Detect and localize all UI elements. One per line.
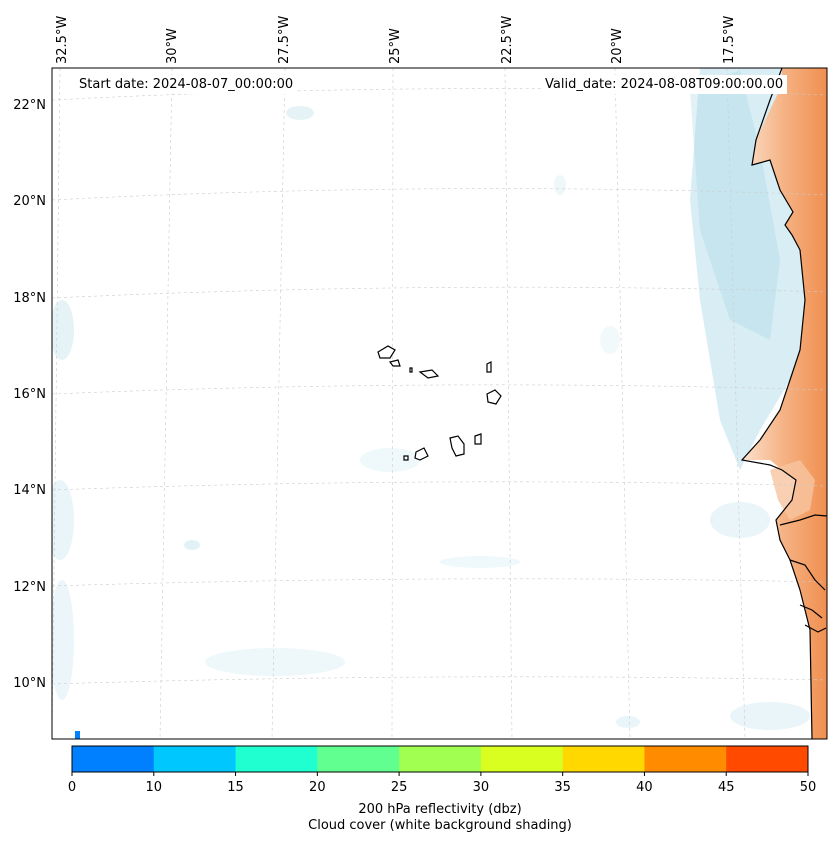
colorbar-tick-label: 40 [636, 780, 653, 795]
colorbar-tick-label: 25 [390, 780, 408, 795]
colorbar-segment [480, 746, 564, 772]
colorbar-frame [71, 745, 809, 773]
lat-label-12n: 12°N [13, 580, 46, 595]
lon-label-32.5w: 32.5°W [55, 15, 70, 64]
colorbar-title: 200 hPa reflectivity (dbz) [358, 802, 522, 817]
colorbar-subtitle: Cloud cover (white background shading) [308, 818, 572, 833]
africa-land-dust [742, 68, 827, 739]
colorbar-tick-label: 30 [472, 780, 490, 795]
colorbar-tick-label: 50 [799, 780, 817, 795]
colorbar-tick-label: 45 [717, 780, 735, 795]
coastline [740, 68, 827, 739]
colorbar-tick-label: 20 [309, 780, 326, 795]
map-frame [51, 67, 828, 740]
lon-label-27.5w: 27.5°W [277, 15, 292, 64]
colorbar-tick-label: 10 [145, 780, 163, 795]
graticule [52, 68, 827, 739]
colorbar-segment [72, 746, 155, 772]
cape-verde-islands [377, 345, 502, 461]
colorbar [71, 745, 809, 776]
lon-label-22.5w: 22.5°W [500, 15, 515, 64]
colorbar-segment [644, 746, 727, 772]
colorbar-segment [399, 746, 482, 772]
lat-label-16n: 16°N [13, 387, 46, 402]
colorbar-segment [317, 746, 400, 772]
colorbar-tick-label: 35 [554, 780, 571, 795]
start-date-label: Start date: 2024-08-07_00:00:00 [75, 75, 298, 94]
lon-label-17.5w: 17.5°W [722, 15, 737, 64]
valid-date-label: Valid_date: 2024-08-08T09:00:00.00 [541, 75, 788, 94]
lon-label-30w: 30°W [165, 28, 180, 64]
colorbar-tick-label: 15 [227, 780, 244, 795]
senegal-dust [770, 460, 815, 520]
colorbar-segment [726, 746, 809, 772]
lat-label-20n: 20°N [13, 194, 46, 209]
lat-label-14n: 14°N [13, 483, 46, 498]
lat-label-10n: 10°N [13, 676, 46, 691]
colorbar-segment [153, 746, 237, 772]
lat-label-18n: 18°N [13, 291, 46, 306]
lon-label-25w: 25°W [388, 28, 403, 64]
colorbar-segment [235, 746, 318, 772]
reflectivity-spot [75, 731, 80, 739]
lat-label-22n: 22°N [13, 98, 46, 113]
cloud-cover-shading [52, 68, 810, 730]
colorbar-segment [562, 746, 645, 772]
lon-label-20w: 20°W [610, 28, 625, 64]
colorbar-tick-label: 0 [67, 780, 77, 795]
